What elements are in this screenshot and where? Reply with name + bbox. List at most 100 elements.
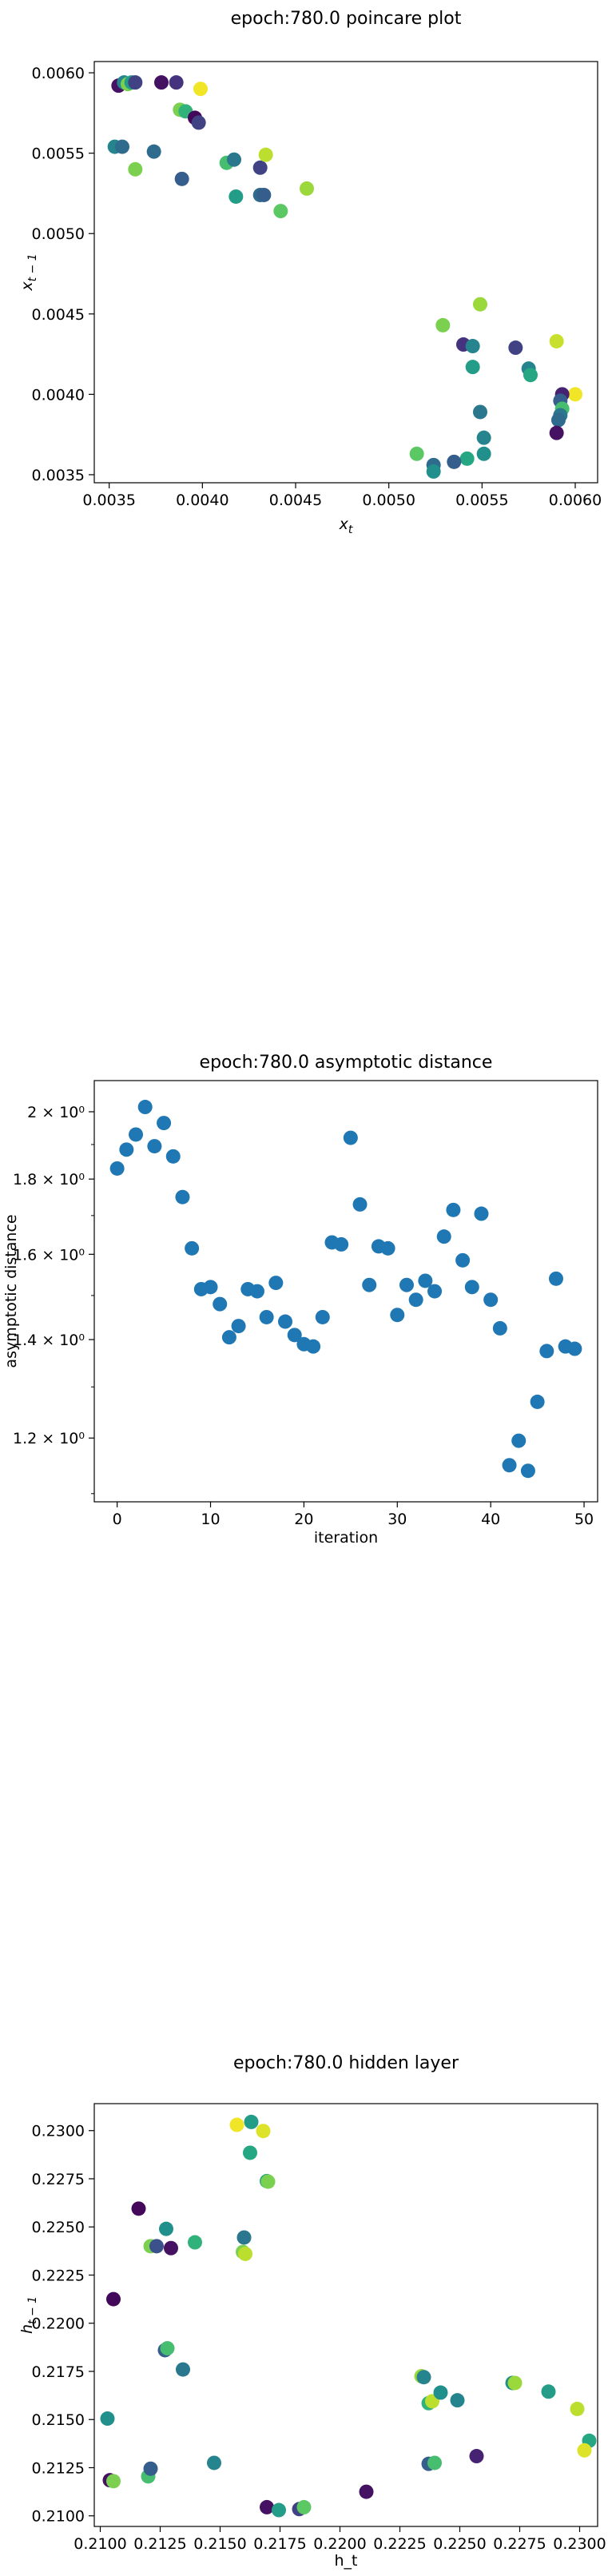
data-point bbox=[100, 2411, 115, 2427]
data-point bbox=[131, 2201, 146, 2216]
x-tick-label: 0.2225 bbox=[373, 2535, 426, 2553]
x-tick-label: 0.0045 bbox=[269, 492, 322, 509]
data-point bbox=[473, 404, 487, 420]
axes-frame bbox=[93, 61, 598, 484]
data-point bbox=[530, 1394, 545, 1409]
data-point bbox=[231, 1319, 246, 1334]
x-axis-label: iteration bbox=[314, 1529, 378, 1547]
chart-panel-3: epoch:780.0 hidden layer 0.2100 0.2125 0.21… bbox=[18, 2053, 606, 2570]
data-point bbox=[362, 1277, 377, 1292]
data-point bbox=[306, 1339, 321, 1354]
data-point bbox=[165, 1149, 181, 1164]
data-point bbox=[137, 1100, 153, 1115]
data-point bbox=[435, 317, 451, 332]
data-point bbox=[418, 1273, 433, 1288]
axes-frame bbox=[93, 2103, 598, 2527]
y-tick-label: 0.0045 bbox=[32, 306, 85, 324]
data-point bbox=[273, 204, 288, 219]
data-point bbox=[128, 75, 143, 90]
data-point bbox=[416, 2370, 431, 2385]
data-point bbox=[268, 1276, 284, 1291]
data-point bbox=[106, 2474, 121, 2489]
x-tick-label: 0.0050 bbox=[362, 492, 415, 509]
y-tick-label: 1.2 × 10⁰ bbox=[13, 1430, 85, 1447]
data-point bbox=[174, 171, 189, 186]
x-tick-label: 0.2175 bbox=[253, 2535, 306, 2553]
y-tick-label: 0.0040 bbox=[32, 386, 85, 404]
y-axis-label-sub: t − 1 bbox=[26, 253, 39, 281]
data-point bbox=[109, 1161, 125, 1176]
data-point bbox=[511, 1433, 527, 1448]
x-tick-label: 0.0060 bbox=[549, 492, 602, 509]
data-point bbox=[203, 1280, 218, 1295]
y-tick-label: 1.4 × 10⁰ bbox=[13, 1332, 85, 1349]
data-points bbox=[107, 75, 582, 479]
data-point bbox=[359, 2484, 374, 2499]
data-point bbox=[473, 297, 487, 312]
data-point bbox=[492, 1320, 507, 1336]
data-point bbox=[541, 2384, 556, 2399]
data-point bbox=[147, 1139, 162, 1154]
y-axis-label-sub: t − 1 bbox=[26, 2296, 39, 2324]
data-points bbox=[109, 1100, 582, 1479]
data-point bbox=[221, 1330, 236, 1345]
y-tick-label: 0.2100 bbox=[32, 2508, 85, 2526]
y-tick-label: 0.0060 bbox=[32, 65, 85, 82]
data-point bbox=[446, 1202, 461, 1217]
data-point bbox=[549, 425, 564, 440]
y-tick-label: 0.2275 bbox=[32, 2171, 85, 2188]
x-tick-label: 30 bbox=[387, 1511, 407, 1528]
data-points bbox=[100, 2114, 597, 2518]
data-point bbox=[508, 340, 523, 356]
x-tick-label: 0.2100 bbox=[74, 2535, 126, 2553]
data-point bbox=[207, 2455, 221, 2470]
chart-title: epoch:780.0 poincare plot bbox=[231, 9, 462, 29]
chart-title: epoch:780.0 asymptotic distance bbox=[200, 1053, 493, 1073]
data-point bbox=[278, 1314, 293, 1329]
data-point bbox=[146, 144, 161, 159]
data-point bbox=[450, 2393, 465, 2408]
data-point bbox=[296, 2499, 312, 2514]
x-tick-label: 0.2300 bbox=[553, 2535, 606, 2553]
x-axis-label-base: x bbox=[339, 516, 349, 533]
y-tick-label: 0.2175 bbox=[32, 2363, 85, 2381]
chart-panel-1: epoch:780.0 poincare plot 0.0035 0.0040 0.0… bbox=[18, 9, 602, 536]
data-point bbox=[568, 387, 582, 402]
data-point bbox=[256, 187, 272, 202]
data-point bbox=[185, 1240, 200, 1256]
data-point bbox=[455, 1252, 471, 1268]
data-point bbox=[236, 2230, 252, 2245]
y-tick-label: 0.0055 bbox=[32, 145, 85, 163]
data-point bbox=[433, 2385, 448, 2400]
data-point bbox=[408, 1292, 423, 1308]
y-tick-label: 0.0050 bbox=[32, 225, 85, 243]
data-point bbox=[228, 189, 244, 204]
axes-frame bbox=[93, 1080, 598, 1503]
data-point bbox=[287, 1328, 302, 1343]
data-point bbox=[459, 451, 475, 466]
x-tick-label: 20 bbox=[294, 1511, 313, 1528]
data-point bbox=[469, 2449, 484, 2464]
chart-panel-2: epoch:780.0 asymptotic distance 0 10 20 30 40… bbox=[2, 1053, 598, 1547]
x-axis-label-sub: t bbox=[348, 524, 353, 536]
data-point bbox=[115, 139, 129, 154]
data-point bbox=[465, 360, 480, 375]
data-point bbox=[352, 1196, 368, 1212]
data-point bbox=[551, 412, 566, 428]
data-point bbox=[260, 2499, 274, 2514]
data-point bbox=[164, 2240, 178, 2255]
data-point bbox=[191, 115, 206, 130]
data-point bbox=[129, 1127, 144, 1142]
y-axis-label-base: h bbox=[18, 2324, 36, 2334]
data-point bbox=[523, 368, 538, 383]
data-point bbox=[175, 1189, 190, 1204]
data-point bbox=[259, 1309, 274, 1324]
x-tick-label: 0.2250 bbox=[433, 2535, 486, 2553]
x-tick-label: 0.2275 bbox=[493, 2535, 546, 2553]
data-point bbox=[507, 2375, 523, 2391]
data-point bbox=[119, 1142, 134, 1157]
data-point bbox=[157, 1116, 172, 1131]
x-tick-label: 0.0040 bbox=[176, 492, 228, 509]
data-point bbox=[188, 2235, 202, 2250]
